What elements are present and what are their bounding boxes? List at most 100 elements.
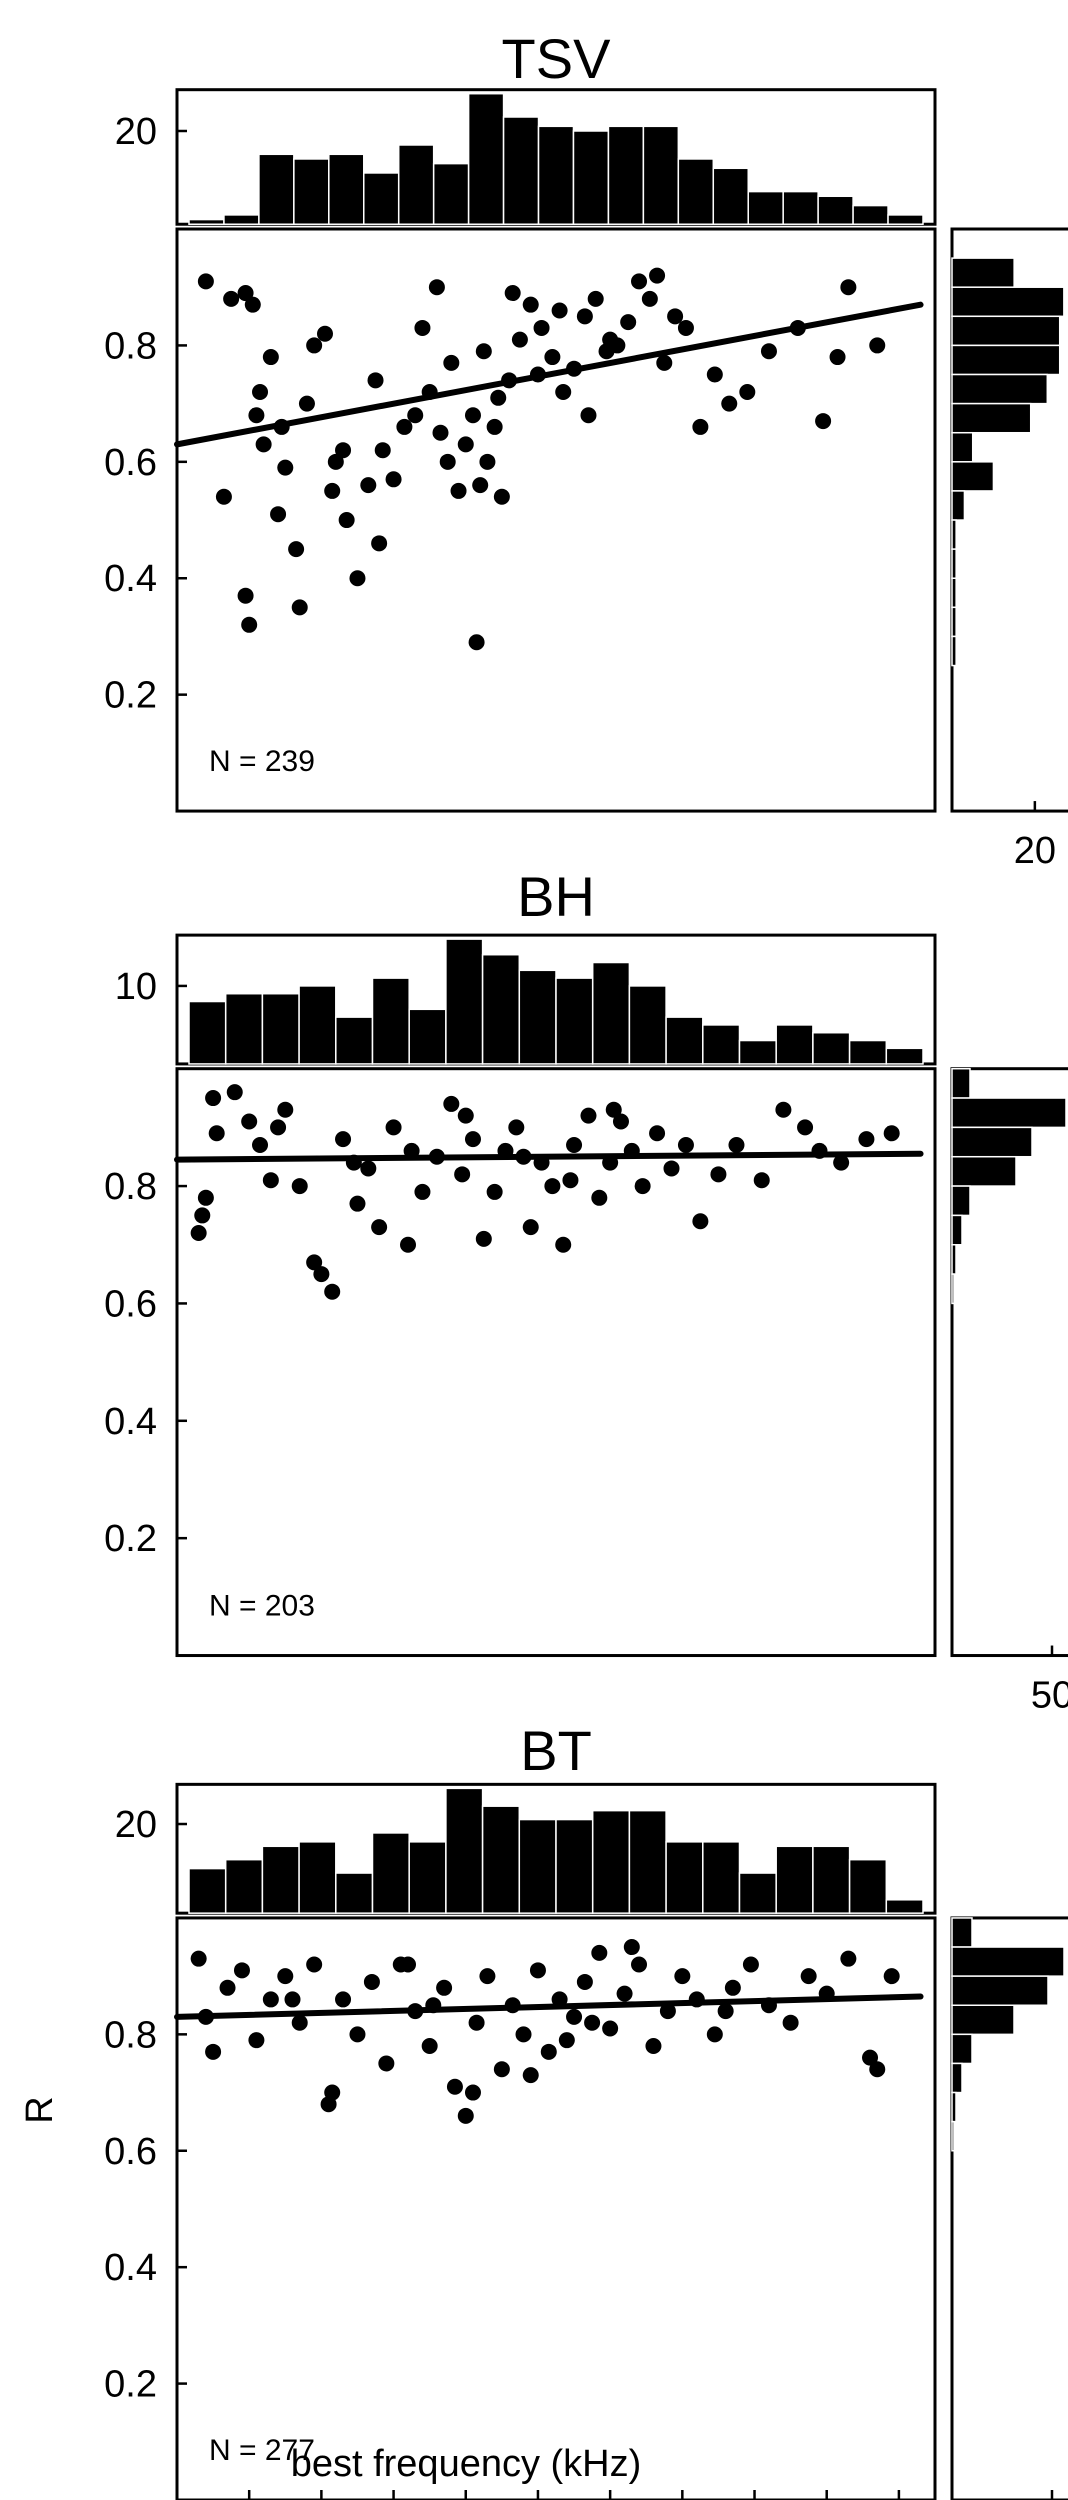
top-histogram-bar <box>298 1841 337 1914</box>
right-histogram-bar <box>951 344 1061 376</box>
data-point <box>753 1172 770 1189</box>
data-point <box>529 1962 546 1979</box>
y-axis-label: R <box>19 2096 61 2123</box>
data-point <box>522 1219 539 1236</box>
y-tick-label: 0.2 <box>104 675 157 717</box>
top-histogram-bar <box>607 125 645 225</box>
data-point <box>464 2084 481 2101</box>
data-point <box>252 1136 269 1153</box>
top-histogram-bar <box>812 1031 851 1065</box>
data-point <box>562 1172 579 1189</box>
top-histogram-bar <box>445 1787 484 1914</box>
data-point <box>316 325 333 342</box>
data-point <box>800 1968 817 1985</box>
data-point <box>288 541 305 558</box>
data-point <box>522 2067 539 2084</box>
top-histogram-bar <box>591 1809 631 1914</box>
data-point <box>197 273 214 290</box>
data-point <box>237 587 254 604</box>
data-point <box>306 1254 323 1271</box>
y-tick-label: 0.6 <box>104 442 157 484</box>
data-point <box>262 1172 279 1189</box>
data-point <box>248 407 265 424</box>
right-histogram-bar <box>951 257 1015 288</box>
right-histogram-frame <box>950 1067 1068 1658</box>
scatter-frame <box>175 1916 937 2500</box>
data-point <box>760 343 777 360</box>
data-point <box>226 1084 243 1101</box>
top-histogram-bar <box>298 985 337 1065</box>
data-point <box>324 2084 341 2101</box>
data-point <box>724 1979 741 1996</box>
data-point <box>475 343 492 360</box>
data-point <box>190 1225 207 1242</box>
data-point <box>432 424 449 441</box>
data-point <box>457 2107 474 2124</box>
top-histogram-bar <box>328 153 365 225</box>
data-point <box>656 354 673 371</box>
data-point <box>659 2003 676 2020</box>
top-histogram-bar <box>188 1867 227 1914</box>
data-point <box>277 1968 294 1985</box>
data-point <box>533 319 550 336</box>
top-histogram-bar <box>572 130 610 225</box>
data-point <box>544 349 561 366</box>
top-histogram-bar <box>371 977 410 1065</box>
data-point <box>371 1219 388 1236</box>
data-point <box>443 1095 460 1112</box>
data-point <box>558 2032 575 2049</box>
data-point <box>479 1968 496 1985</box>
data-point <box>446 2078 463 2095</box>
right-histogram-bar <box>951 431 974 463</box>
top-histogram-bar <box>817 195 854 225</box>
data-point <box>605 1101 622 1118</box>
panels: TSV 20 0.2 0.4 0.6 0.8 N = 239 20 BH 10 0.2 0.4 0.6 0… <box>104 27 1068 2500</box>
data-point <box>190 1950 207 1967</box>
data-point <box>692 418 709 435</box>
top-histogram-tick-label: 20 <box>115 111 157 153</box>
top-histogram-bar <box>397 144 435 225</box>
top-histogram-tick-label: 10 <box>115 966 157 1008</box>
data-point <box>475 1230 492 1247</box>
top-histogram-bar <box>555 1818 594 1914</box>
top-histogram-bar <box>188 218 225 225</box>
data-point <box>439 453 456 470</box>
data-point <box>291 599 308 616</box>
right-histogram-bar <box>951 1975 1049 2006</box>
data-point <box>400 1956 417 1973</box>
top-histogram-bar <box>223 214 260 225</box>
data-point <box>407 407 424 424</box>
data-point <box>464 407 481 424</box>
data-point <box>631 273 648 290</box>
data-point <box>580 1107 597 1124</box>
data-point <box>378 2055 395 2072</box>
data-point <box>277 1101 294 1118</box>
top-histogram-bar <box>481 953 521 1065</box>
data-point <box>508 1119 525 1136</box>
data-point <box>450 482 467 499</box>
top-histogram-bar <box>371 1832 410 1914</box>
data-point <box>349 1195 366 1212</box>
top-histogram-bar <box>555 977 594 1065</box>
right-histogram-tick-label: 50 <box>1031 1675 1068 1717</box>
top-histogram-tick-label: 20 <box>115 1804 157 1846</box>
right-histogram-bar <box>951 490 966 521</box>
y-tick-label: 0.6 <box>104 2131 157 2173</box>
top-histogram-bar <box>467 92 505 225</box>
top-histogram-bar <box>848 1039 888 1065</box>
x-axis-label: best frequency (kHz) <box>291 2443 642 2485</box>
top-histogram-bar <box>738 1872 777 1914</box>
data-point <box>306 1956 323 1973</box>
data-point <box>677 319 694 336</box>
data-point <box>576 308 593 325</box>
panel-bh: BH 10 0.2 0.4 0.6 0.8 N = 203 50 <box>104 865 1068 1717</box>
data-point <box>840 1950 857 1967</box>
data-point <box>504 285 521 302</box>
data-point <box>237 285 254 302</box>
data-point <box>360 1160 377 1177</box>
data-point <box>349 570 366 587</box>
panel-tsv: TSV 20 0.2 0.4 0.6 0.8 N = 239 20 <box>104 27 1068 872</box>
data-point <box>782 2014 799 2031</box>
right-histogram-bar <box>951 286 1065 318</box>
data-point <box>692 1213 709 1230</box>
